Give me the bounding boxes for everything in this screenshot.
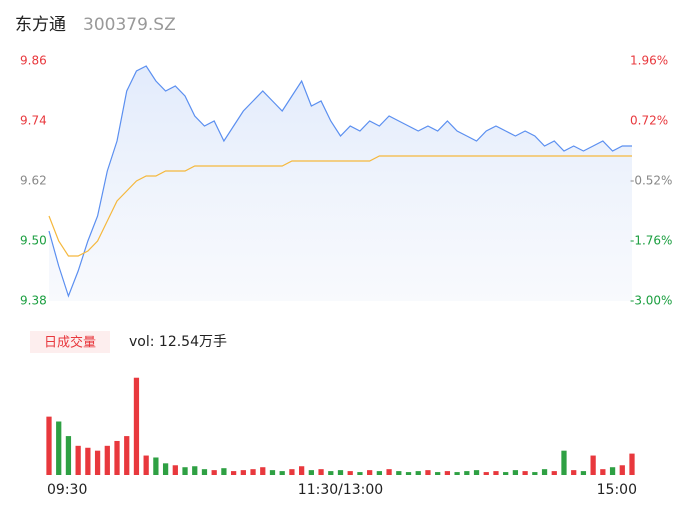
volume-bar [337, 470, 344, 475]
volume-bar [153, 457, 159, 475]
volume-bar [211, 470, 217, 475]
volume-bar [94, 450, 101, 475]
volume-bar [405, 472, 412, 475]
price-line [48, 65, 632, 298]
volume-bar [308, 470, 314, 475]
volume-bar [415, 471, 421, 475]
y-tick-label: 9.74 [20, 114, 47, 128]
volume-bar [104, 445, 110, 475]
volume-bar [85, 447, 91, 475]
volume-bar [172, 465, 178, 475]
volume-tag-bg [30, 331, 110, 353]
volume-bar [454, 472, 460, 475]
y2-tick-label: -1.76% [630, 234, 672, 248]
volume-bar [65, 436, 72, 475]
volume-bar [473, 470, 480, 475]
y2-tick-label: 1.96% [630, 54, 668, 68]
volume-bar [299, 466, 305, 475]
volume-bar [269, 470, 276, 475]
volume-bar [162, 463, 169, 475]
volume-bar [571, 470, 577, 475]
volume-bar [561, 450, 567, 475]
volume-bar [201, 469, 208, 475]
volume-bar [75, 445, 81, 475]
volume-bar [444, 471, 451, 475]
volume-bar [328, 471, 334, 475]
volume-bar [318, 469, 324, 475]
volume-bar [425, 470, 431, 475]
volume-bar [522, 471, 528, 475]
volume-bar [289, 469, 295, 475]
x-tick-label: 11:30/13:00 [298, 482, 383, 498]
volume-bar [493, 471, 499, 475]
volume-bar [503, 472, 509, 475]
volume-bar [541, 469, 548, 475]
volume-bar [192, 466, 198, 475]
volume-bar [590, 455, 596, 475]
volume-bar [396, 471, 402, 475]
volume-bar [230, 471, 237, 475]
volume-bar [464, 471, 470, 475]
volume-bar [279, 471, 285, 475]
y2-tick-label: 0.72% [630, 114, 668, 128]
y2-tick-label: -0.52% [630, 174, 672, 188]
volume-bar [580, 471, 587, 475]
volume-bar [600, 469, 606, 475]
volume-bar [347, 471, 353, 475]
y-tick-label: 9.62 [20, 174, 47, 188]
volume-bar [357, 472, 363, 475]
volume-bar [46, 416, 52, 475]
stock-code: 300379.SZ [83, 15, 176, 35]
volume-bar [386, 469, 392, 475]
volume-bar [114, 440, 120, 475]
volume-bar [260, 467, 266, 475]
volume-summary: vol: 12.54万手 [129, 334, 227, 350]
y2-tick-label: -3.00% [630, 294, 672, 308]
x-tick-label: 15:00 [597, 482, 637, 498]
volume-bar [619, 465, 625, 475]
price-area [49, 66, 632, 301]
volume-bar [512, 470, 519, 475]
volume-bar [221, 468, 227, 475]
volume-tag: 日成交量 [44, 335, 96, 351]
volume-bar [250, 469, 256, 475]
volume-bar [532, 472, 538, 475]
volume-bar [56, 421, 62, 475]
y-tick-label: 9.38 [20, 294, 47, 308]
volume-bar [133, 377, 140, 475]
volume-bar [367, 470, 373, 475]
volume-bar [629, 453, 635, 475]
stock-name: 东方通 [15, 15, 66, 35]
volume-bar [124, 436, 130, 475]
volume-bar [609, 467, 616, 475]
x-tick-label: 09:30 [47, 482, 87, 498]
y-tick-label: 9.86 [20, 54, 47, 68]
average-line [48, 155, 632, 257]
volume-bar [483, 472, 489, 475]
volume-bar [240, 470, 246, 475]
volume-bar [551, 471, 557, 475]
volume-bar [143, 455, 149, 475]
y-tick-label: 9.50 [20, 234, 47, 248]
volume-bar [182, 467, 188, 475]
volume-bar [435, 472, 441, 475]
volume-bar [376, 471, 382, 475]
